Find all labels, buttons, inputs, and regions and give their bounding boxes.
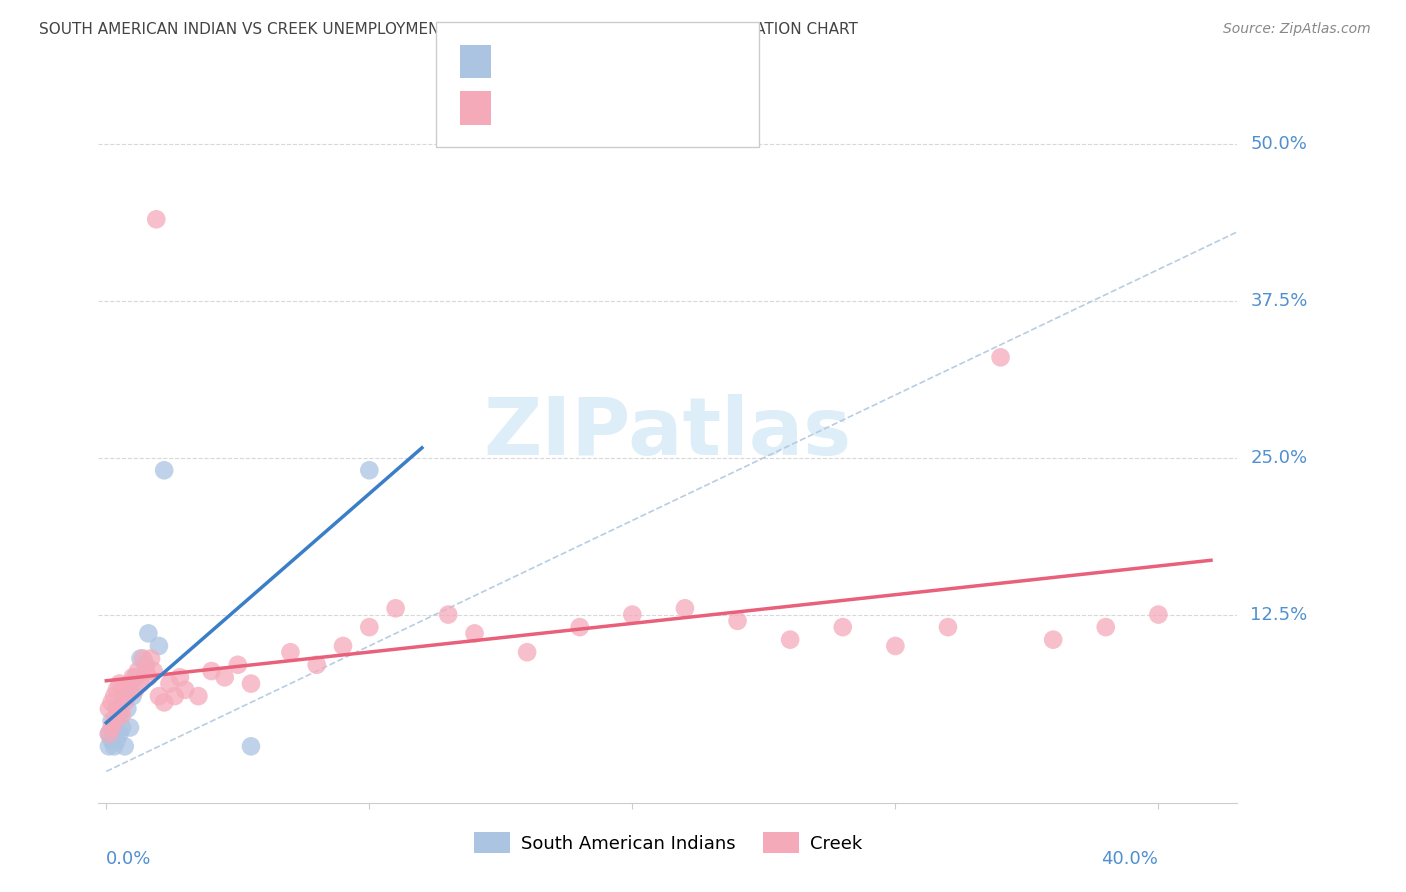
Point: [239, 676, 262, 690]
Text: 25.0%: 25.0%: [1250, 449, 1308, 467]
Point: [103, 714, 125, 729]
Point: [138, 626, 160, 640]
Point: [174, 682, 197, 697]
Point: [132, 651, 155, 665]
Point: [1253, 513, 1275, 527]
Point: [97, 727, 120, 741]
Point: [239, 739, 262, 754]
Point: [129, 676, 152, 690]
Point: [148, 689, 170, 703]
Point: [359, 620, 381, 634]
Point: [187, 689, 209, 703]
Point: [464, 626, 486, 640]
Point: [1094, 620, 1116, 634]
Point: [97, 727, 120, 741]
Point: [108, 727, 131, 741]
Point: [936, 620, 959, 634]
Point: [214, 670, 236, 684]
Point: [105, 708, 128, 723]
Point: [127, 664, 149, 678]
Text: 12.5%: 12.5%: [1250, 606, 1308, 624]
Text: R =: R =: [502, 99, 541, 117]
Point: [884, 639, 907, 653]
Point: [779, 632, 801, 647]
Point: [97, 739, 120, 754]
Point: [305, 657, 328, 672]
Point: [108, 701, 131, 715]
Point: [153, 463, 176, 477]
Point: [145, 212, 167, 227]
Point: [100, 714, 122, 729]
Point: [103, 721, 125, 735]
Text: 0.317: 0.317: [544, 99, 602, 117]
Point: [1147, 607, 1170, 622]
Text: 37.5%: 37.5%: [1250, 292, 1308, 310]
Point: [124, 682, 146, 697]
Point: [108, 676, 131, 690]
Point: [118, 676, 141, 690]
Point: [129, 651, 152, 665]
Point: [138, 670, 160, 684]
Point: [673, 601, 696, 615]
Point: [100, 733, 122, 747]
Point: [124, 670, 146, 684]
Point: [516, 645, 538, 659]
Point: [135, 664, 157, 678]
Point: [139, 651, 162, 665]
Point: [100, 721, 122, 735]
Text: N =: N =: [609, 53, 648, 70]
Point: [103, 689, 125, 703]
Text: 57: 57: [650, 99, 672, 117]
Point: [437, 607, 460, 622]
Point: [568, 620, 591, 634]
Point: [621, 607, 644, 622]
Text: 0.396: 0.396: [544, 53, 596, 70]
Point: [111, 721, 134, 735]
Point: [384, 601, 406, 615]
Point: [121, 689, 143, 703]
Point: [105, 682, 128, 697]
Point: [148, 639, 170, 653]
Text: 50.0%: 50.0%: [1250, 135, 1308, 153]
Point: [117, 701, 139, 715]
Point: [990, 351, 1012, 365]
Point: [280, 645, 302, 659]
Point: [114, 695, 136, 709]
Point: [226, 657, 249, 672]
Point: [153, 695, 176, 709]
Point: [1042, 632, 1064, 647]
Text: R =: R =: [502, 53, 541, 70]
Point: [121, 670, 143, 684]
Point: [169, 670, 191, 684]
Point: [111, 682, 134, 697]
Point: [108, 708, 131, 723]
Point: [105, 701, 128, 715]
Point: [100, 695, 122, 709]
Point: [142, 664, 165, 678]
Text: N =: N =: [609, 99, 648, 117]
Point: [103, 739, 125, 754]
Text: SOUTH AMERICAN INDIAN VS CREEK UNEMPLOYMENT AMONG AGES 35 TO 44 YEARS CORRELATIO: SOUTH AMERICAN INDIAN VS CREEK UNEMPLOYM…: [39, 22, 858, 37]
Text: Source: ZipAtlas.com: Source: ZipAtlas.com: [1223, 22, 1371, 37]
Text: 40.0%: 40.0%: [1101, 850, 1159, 869]
Point: [332, 639, 354, 653]
Point: [118, 721, 141, 735]
Point: [163, 689, 186, 703]
Point: [159, 676, 181, 690]
Point: [200, 664, 222, 678]
Point: [105, 733, 128, 747]
Point: [359, 463, 381, 477]
Text: ZIPatlas: ZIPatlas: [484, 393, 852, 472]
Point: [727, 614, 749, 628]
Text: 23: 23: [650, 53, 672, 70]
Point: [114, 739, 136, 754]
Point: [97, 701, 120, 715]
Point: [117, 689, 139, 703]
Point: [135, 657, 157, 672]
Point: [111, 708, 134, 723]
Text: 0.0%: 0.0%: [107, 850, 152, 869]
Legend: South American Indians, Creek: South American Indians, Creek: [467, 825, 869, 861]
Point: [831, 620, 853, 634]
